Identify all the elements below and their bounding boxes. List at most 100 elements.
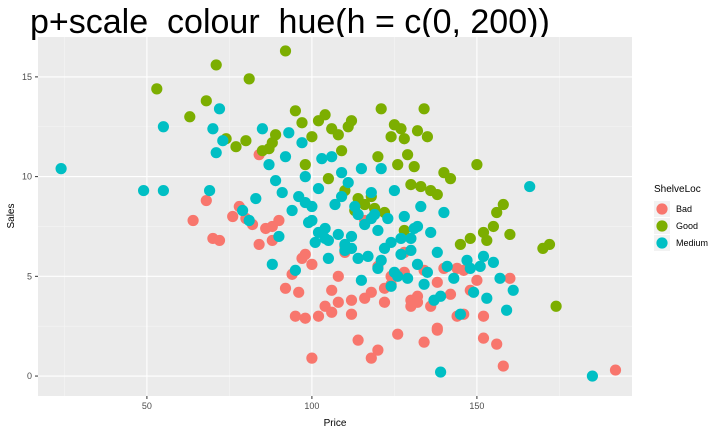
data-point-medium — [464, 262, 476, 274]
data-point-medium — [398, 210, 410, 223]
plot-panel — [38, 37, 632, 396]
data-point-bad — [444, 288, 457, 300]
data-point-medium — [411, 258, 424, 270]
data-point-bad — [365, 286, 377, 298]
data-point-medium — [213, 103, 226, 115]
data-point-medium — [157, 184, 169, 197]
data-point-bad — [372, 344, 384, 356]
data-point-medium — [336, 167, 348, 179]
data-point-medium — [237, 204, 249, 217]
data-point-medium — [207, 123, 219, 135]
legend-key-good — [656, 220, 668, 232]
legend-items: Bad Good Medium — [654, 201, 708, 251]
data-point-bad — [200, 194, 212, 207]
legend-label-bad: Bad — [676, 204, 692, 214]
data-point-bad — [497, 360, 509, 372]
data-point-medium — [329, 198, 341, 211]
data-point-medium — [395, 232, 407, 245]
data-point-medium — [299, 171, 311, 183]
data-point-good — [491, 206, 503, 219]
data-point-medium — [421, 266, 433, 278]
data-point-bad — [609, 364, 622, 376]
data-point-medium — [345, 230, 358, 243]
data-point-good — [550, 300, 562, 312]
data-point-medium — [270, 175, 282, 187]
data-point-bad — [411, 296, 424, 308]
data-point-good — [336, 145, 348, 157]
data-point-medium — [448, 272, 460, 284]
data-point-medium — [210, 147, 222, 159]
data-point-good — [240, 135, 252, 147]
data-point-medium — [352, 208, 364, 221]
data-point-good — [464, 232, 476, 245]
data-point-bad — [306, 352, 318, 364]
data-point-bad — [345, 294, 358, 306]
data-point-good — [270, 129, 282, 141]
data-point-medium — [494, 272, 506, 284]
data-point-medium — [286, 204, 298, 217]
data-point-medium — [487, 256, 499, 268]
data-point-bad — [392, 328, 404, 340]
data-point-medium — [375, 163, 387, 175]
data-point-medium — [355, 163, 367, 175]
data-point-medium — [266, 258, 278, 270]
data-point-bad — [345, 308, 358, 320]
data-point-bad — [471, 274, 483, 286]
data-point-medium — [322, 252, 334, 264]
data-point-good — [481, 234, 493, 247]
legend-label-medium: Medium — [676, 238, 708, 248]
data-point-bad — [418, 336, 430, 348]
data-point-medium — [375, 254, 387, 266]
data-point-good — [184, 111, 196, 123]
data-point-medium — [586, 370, 599, 382]
data-point-good — [306, 131, 318, 143]
x-tick-label: 50 — [142, 401, 152, 411]
data-point-medium — [441, 260, 453, 272]
data-point-good — [411, 125, 424, 137]
legend-label-good: Good — [676, 221, 698, 231]
data-point-bad — [326, 306, 338, 318]
data-point-bad — [332, 270, 344, 282]
y-axis: 0 5 10 15 — [22, 72, 38, 381]
data-point-bad — [299, 312, 311, 324]
data-point-medium — [256, 123, 268, 135]
data-point-bad — [312, 310, 325, 322]
data-point-medium — [507, 284, 519, 296]
data-point-bad — [187, 214, 199, 227]
data-point-medium — [477, 250, 490, 262]
data-point-good — [398, 133, 410, 145]
data-point-medium — [157, 121, 169, 133]
data-point-bad — [365, 352, 377, 364]
data-point-medium — [316, 153, 328, 165]
data-point-medium — [435, 290, 447, 302]
data-point-medium — [365, 186, 377, 199]
data-point-bad — [477, 332, 490, 344]
data-point-medium — [355, 274, 367, 286]
data-point-medium — [138, 184, 150, 197]
data-point-medium — [405, 244, 417, 257]
data-point-medium — [438, 206, 450, 219]
data-point-good — [230, 141, 242, 153]
data-point-medium — [362, 250, 374, 262]
data-point-medium — [431, 246, 443, 258]
data-point-good — [454, 238, 466, 251]
data-point-medium — [250, 192, 262, 205]
legend-key-medium — [656, 237, 668, 249]
data-point-bad — [477, 310, 490, 322]
data-point-bad — [279, 282, 292, 294]
data-point-medium — [388, 266, 400, 278]
x-tick-label: 100 — [304, 401, 319, 411]
data-point-good — [279, 45, 292, 57]
data-point-medium — [312, 182, 325, 195]
data-point-medium — [326, 151, 338, 163]
data-point-medium — [263, 159, 275, 171]
data-point-medium — [385, 280, 397, 292]
data-point-good — [392, 159, 404, 171]
data-point-medium — [454, 308, 466, 320]
data-point-good — [151, 83, 163, 95]
data-point-good — [405, 178, 417, 191]
data-point-bad — [504, 272, 516, 284]
data-point-good — [431, 188, 443, 201]
data-point-good — [487, 220, 499, 233]
data-point-medium — [345, 242, 358, 255]
